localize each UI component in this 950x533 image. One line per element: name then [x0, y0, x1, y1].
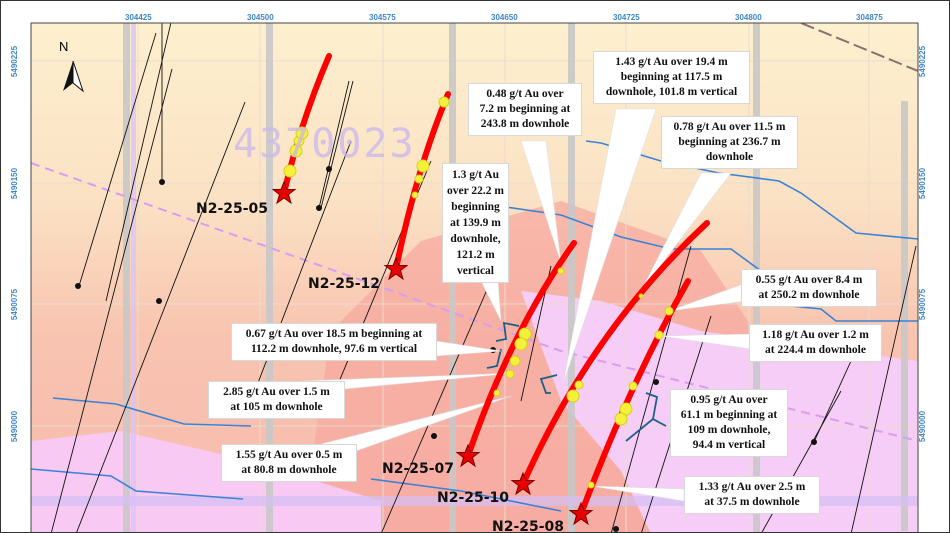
dashed-boundary: [31, 162, 918, 442]
callout-line: at 224.4 m downhole: [765, 344, 866, 356]
north-label: N: [59, 39, 69, 54]
drill-hole-label: N2-25-07: [382, 461, 455, 477]
callout-line: at 250.2 m downhole: [758, 289, 860, 301]
callout-line: beginning at 236.7 m: [678, 136, 781, 148]
callout-line: 0.67 g/t Au over 18.5 m beginning at: [245, 328, 423, 340]
assay-callout: 1.33 g/t Au over 2.5 m at 37.5 m downhole: [684, 476, 820, 514]
dashed-road: [800, 23, 918, 72]
callout-pointers: [300, 108, 752, 502]
northing-tick: 5490075: [10, 288, 20, 321]
claim-strip: [31, 496, 918, 506]
callout-line: 121.2 m: [456, 249, 495, 261]
northing-tick: 5490150: [918, 167, 928, 200]
drill-hole-label: N2-25-10: [437, 490, 510, 506]
drill-hole-label: N2-25-08: [492, 519, 565, 533]
assay-callout: 0.48 g/t Au over 7.2 m beginning at 243.8 …: [468, 83, 582, 136]
claim-strip: [131, 23, 136, 532]
callout-line: over 22.2 m: [447, 185, 504, 197]
claim-number: 4370023: [233, 121, 416, 167]
callout-line: 0.48 g/t Au over: [486, 88, 564, 100]
northing-tick: 5490075: [918, 288, 928, 321]
northing-tick: 5490225: [918, 45, 928, 78]
callout-line: 0.55 g/t Au over 8.4 m: [755, 274, 863, 286]
callout-line: 109 m downhole,: [687, 424, 771, 436]
callout-line: beginning: [451, 201, 500, 213]
northing-tick: 5490000: [10, 410, 20, 443]
callout-line: beginning at 117.5 m: [620, 71, 723, 83]
easting-tick: 304800: [735, 13, 762, 22]
northing-tick: 5490225: [10, 45, 20, 78]
assay-callout: 1.43 g/t Au over 19.4 m beginning at 117.…: [593, 51, 750, 104]
callout-line: at 105 m downhole: [230, 401, 323, 413]
callout-line: 7.2 m beginning at: [479, 103, 571, 115]
assay-callout: 1.3 g/t Au over 22.2 m beginning at 139.9 m…: [442, 163, 509, 283]
assay-callout: 0.55 g/t Au over 8.4 m at 250.2 m downhol…: [741, 269, 877, 307]
callout-line: 1.18 g/t Au over 1.2 m: [762, 329, 869, 341]
callout-line: 1.55 g/t Au over 0.5 m: [235, 449, 343, 461]
callout-line: vertical: [456, 265, 495, 277]
callout-line: 243.8 m downhole: [480, 118, 570, 130]
grade-zone-low: [31, 431, 381, 532]
callout-line: downhole, 101.8 m vertical: [605, 86, 738, 98]
collar-stars: [271, 180, 594, 526]
easting-tick: 304725: [613, 13, 640, 22]
callout-line: 0.95 g/t Au over: [690, 394, 768, 406]
assay-intercepts: [283, 96, 674, 489]
assay-callout: 2.85 g/t Au over 1.5 m at 105 m downhole: [208, 381, 345, 419]
map-frame: [30, 22, 919, 532]
assay-callout: 0.95 g/t Au over 61.1 m beginning at 109 m…: [670, 389, 788, 457]
easting-tick: 304650: [491, 13, 518, 22]
callout-line: 1.3 g/t Au: [452, 169, 499, 181]
callout-line: downhole,: [450, 233, 501, 245]
callout-line: at 37.5 m downhole: [704, 496, 800, 508]
callout-line: 0.78 g/t Au over 11.5 m: [673, 121, 786, 133]
callout-line: 1.33 g/t Au over 2.5 m: [698, 481, 806, 493]
assay-callout: 0.67 g/t Au over 18.5 m beginning at 112.…: [231, 323, 437, 361]
interval-brackets: [486, 321, 667, 442]
assay-callout: 1.55 g/t Au over 0.5 m at 80.8 m downhole: [221, 444, 357, 482]
easting-tick: 304575: [369, 13, 396, 22]
easting-tick: 304500: [247, 13, 274, 22]
callout-line: at 80.8 m downhole: [241, 464, 337, 476]
assay-callout: 0.78 g/t Au over 11.5 m beginning at 236.…: [661, 116, 798, 169]
easting-tick: 304425: [125, 13, 152, 22]
north-arrow-icon: [63, 60, 85, 93]
assay-callout: 1.18 g/t Au over 1.2 m at 224.4 m downhol…: [749, 324, 882, 362]
callout-line: 94.4 m vertical: [692, 439, 766, 451]
callout-line: 112.2 m downhole, 97.6 m vertical: [250, 343, 418, 355]
callout-line: 1.43 g/t Au over 19.4 m: [615, 56, 728, 68]
easting-tick: 304875: [856, 13, 883, 22]
callout-line: downhole: [705, 151, 754, 163]
drill-hole-label: N2-25-05: [196, 201, 269, 217]
callout-line: 61.1 m beginning at: [680, 409, 778, 421]
callout-line: 2.85 g/t Au over 1.5 m: [223, 386, 330, 398]
northing-tick: 5490150: [10, 167, 20, 200]
drill-hole-label: N2-25-12: [308, 276, 381, 292]
callout-line: at 139.9 m: [450, 217, 501, 229]
northing-tick: 5490000: [918, 410, 928, 443]
